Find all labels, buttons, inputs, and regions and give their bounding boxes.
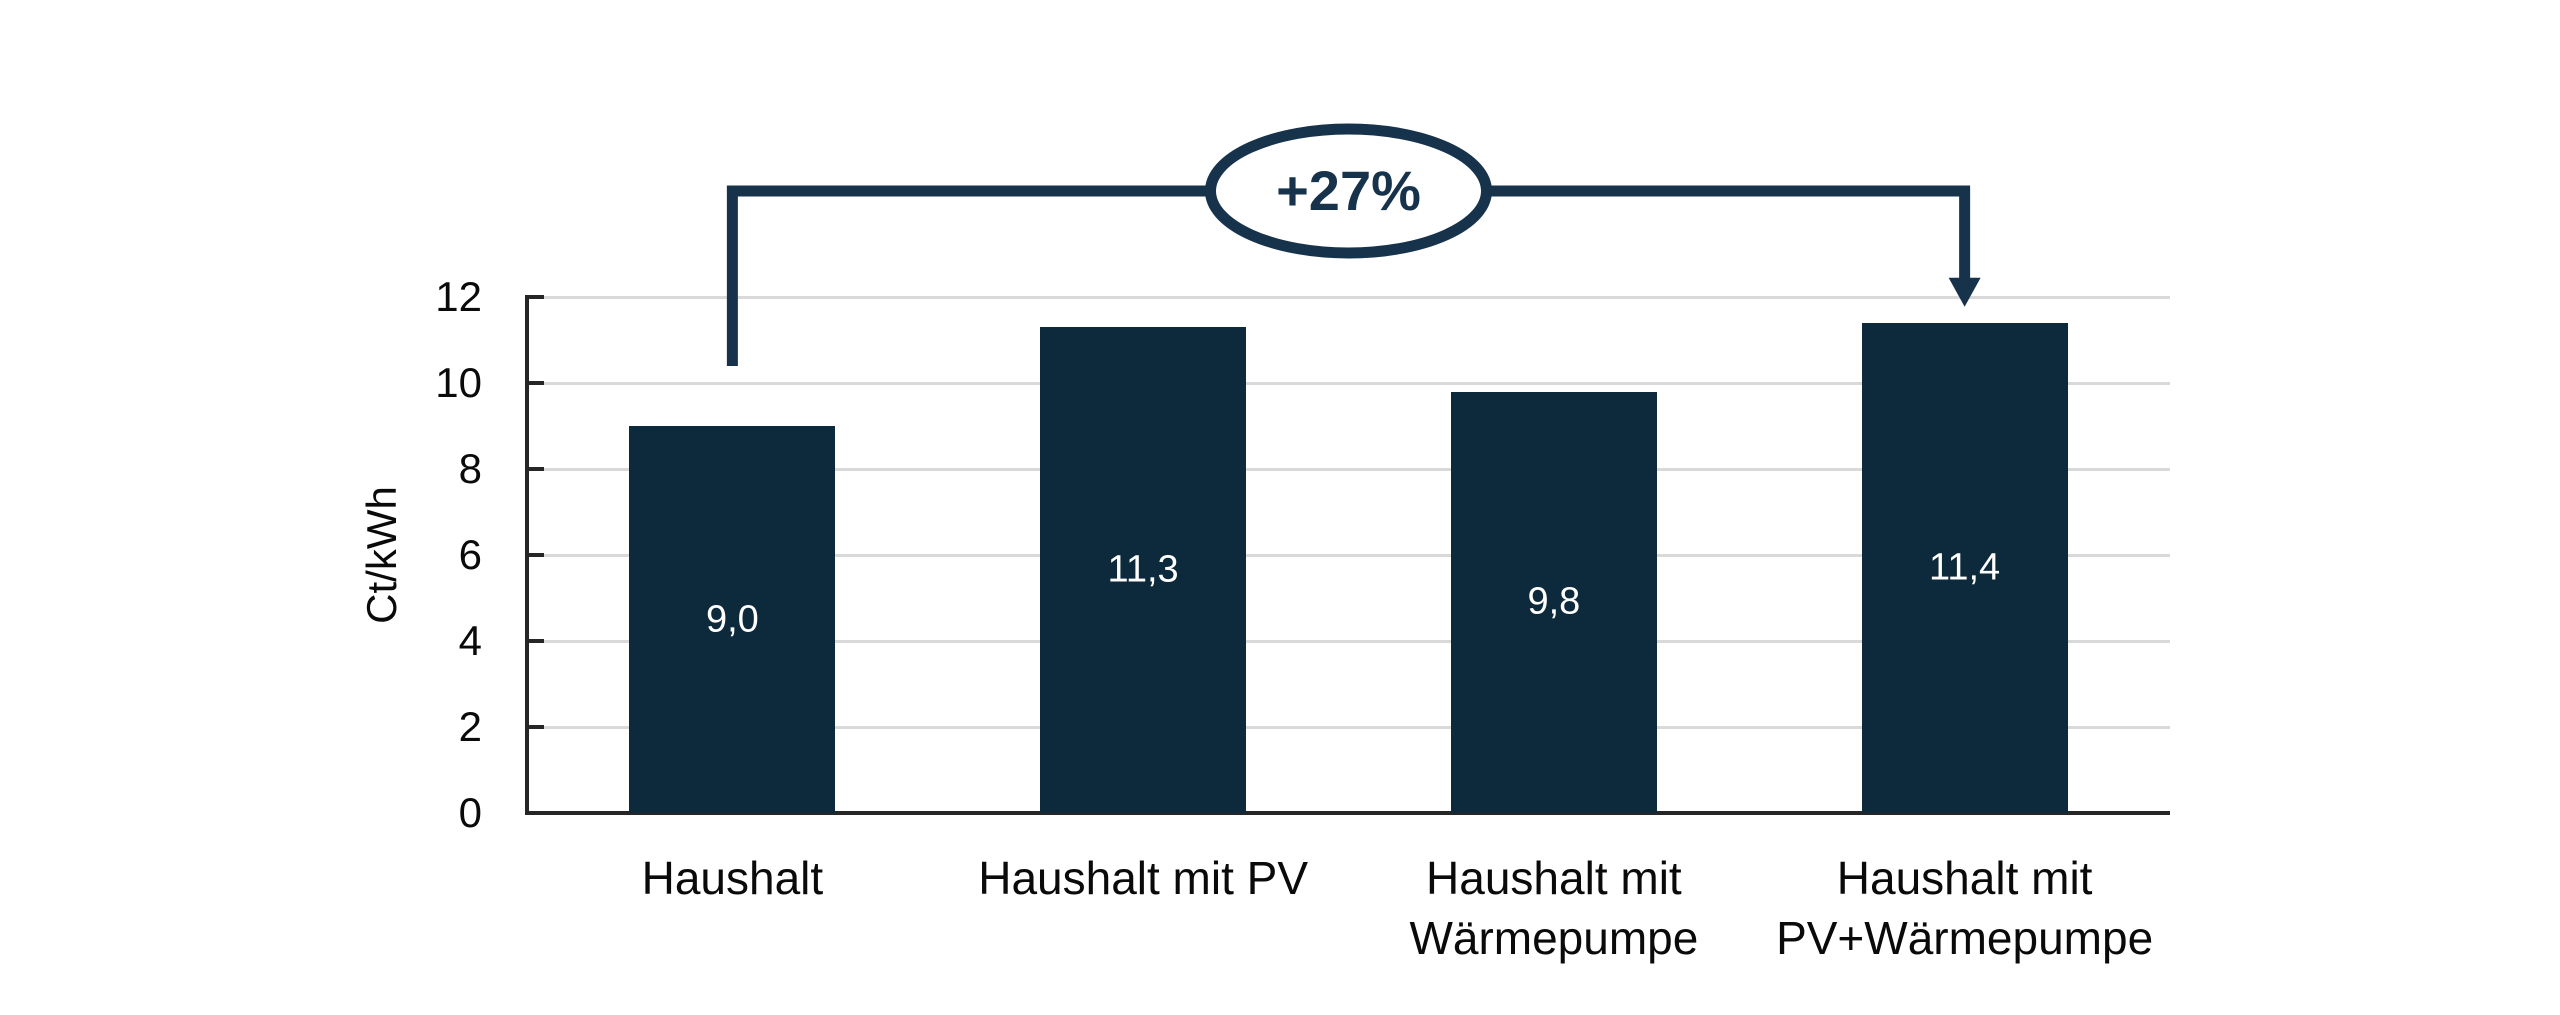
- gridline: [527, 725, 2170, 729]
- x-axis-label: Haushalt mit Wärmepumpe: [1409, 852, 1699, 964]
- bar-value-label: 9,0: [705, 598, 759, 640]
- gridline: [527, 639, 2170, 643]
- y-axis-line: [525, 295, 529, 815]
- bar-4: [1861, 322, 2068, 813]
- gridline: [527, 467, 2170, 471]
- y-tick-label: 12: [435, 273, 482, 320]
- x-axis-line: [527, 811, 2170, 815]
- bar-3: [1450, 391, 1657, 813]
- x-axis-label: Haushalt mit PV+Wärmepumpe: [1776, 852, 2154, 964]
- gridline: [527, 553, 2170, 557]
- y-axis-tick: [527, 381, 544, 385]
- y-axis-tick: [527, 639, 544, 643]
- y-tick-label: 6: [458, 531, 482, 578]
- y-axis-tick: [527, 467, 544, 471]
- y-tick-label: 4: [458, 617, 482, 664]
- x-axis-label: Haushalt: [641, 852, 824, 904]
- gridline: [527, 295, 2170, 299]
- y-axis-tick: [527, 295, 544, 299]
- gridline: [527, 381, 2170, 385]
- y-tick-label: 2: [458, 703, 482, 750]
- x-axis-label: Haushalt mit PV: [978, 852, 1309, 904]
- y-axis-tick: [527, 553, 544, 557]
- bar-2: [1040, 327, 1247, 813]
- y-tick-label: 10: [435, 359, 482, 406]
- bar-1: [629, 426, 836, 813]
- bar-value-label: 9,8: [1527, 580, 1581, 623]
- y-axis-tick: [527, 725, 544, 729]
- bar-value-label: 11,3: [1107, 548, 1179, 591]
- y-tick-label: 0: [458, 789, 482, 836]
- y-tick-label: 8: [458, 445, 482, 492]
- bar-value-label: 11,4: [1929, 546, 2001, 589]
